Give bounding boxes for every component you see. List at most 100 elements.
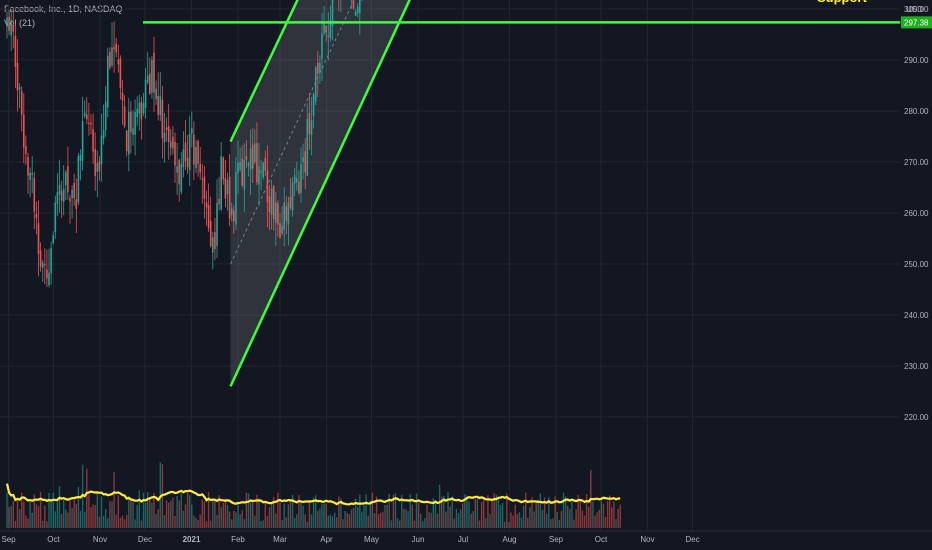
candle-body <box>155 88 157 100</box>
volume-bar <box>583 515 586 528</box>
volume-bar <box>25 515 27 528</box>
volume-bar <box>365 494 367 528</box>
time-tick-label: Oct <box>595 535 608 544</box>
volume-bar <box>317 510 319 528</box>
volume-bar <box>438 484 441 528</box>
support-label: Support <box>817 0 867 5</box>
volume-bar <box>501 502 504 528</box>
volume-bar <box>149 498 151 528</box>
price-tick-label: 290.00 <box>904 56 929 65</box>
volume-bar <box>388 493 390 528</box>
volume-bar <box>170 500 172 528</box>
volume-bar <box>550 519 552 528</box>
volume-bar <box>560 511 563 528</box>
volume-bar <box>71 508 73 528</box>
candle-body <box>8 16 10 31</box>
support-badge-lower: 297.38 <box>904 18 929 27</box>
volume-bar <box>98 516 101 528</box>
candle-body <box>151 60 153 93</box>
volume-bar <box>8 507 10 528</box>
candle-body <box>98 161 101 172</box>
candle-body <box>157 95 159 115</box>
volume-bar <box>520 517 523 528</box>
volume-bar <box>329 514 332 528</box>
candle-body <box>222 157 225 180</box>
volume-bar <box>361 511 363 528</box>
candle-body <box>102 129 105 139</box>
time-tick-label: Apr <box>320 535 333 544</box>
volume-bar <box>535 502 537 528</box>
candle-body <box>184 142 187 161</box>
volume-bar <box>352 507 355 528</box>
candle-body <box>134 112 136 135</box>
candle-body <box>172 136 174 149</box>
volume-bar <box>249 502 252 528</box>
time-tick-label: Sep <box>1 535 16 544</box>
volume-bar <box>199 514 201 528</box>
volume-bar <box>367 515 369 528</box>
volume-bar <box>180 493 182 528</box>
volume-bar <box>176 495 178 528</box>
candle-body <box>115 43 117 53</box>
volume-bar <box>434 499 437 528</box>
candle-body <box>354 11 357 16</box>
volume-bar <box>157 509 159 528</box>
volume-bar <box>348 514 350 528</box>
candle-body <box>100 135 103 165</box>
volume-bar <box>527 517 529 528</box>
volume-bar <box>304 514 306 528</box>
volume-bar <box>191 504 193 528</box>
volume-bar <box>462 503 464 528</box>
candle-body <box>186 158 189 168</box>
candle-body <box>197 141 199 164</box>
time-tick-label: Dec <box>685 535 699 544</box>
candle-body <box>10 19 12 36</box>
volume-bar <box>422 521 424 528</box>
candle-body <box>138 102 141 114</box>
volume-bar <box>279 502 281 528</box>
candle-body <box>16 63 19 91</box>
candle-body <box>212 237 214 253</box>
candle-body <box>14 35 17 67</box>
grid-lines <box>0 0 900 530</box>
volume-bar <box>90 507 92 528</box>
candle-body <box>71 189 73 199</box>
candle-body <box>146 75 149 83</box>
volume-bar <box>321 504 323 528</box>
candle-body <box>163 132 166 143</box>
candle-body <box>119 58 122 89</box>
volume-bar <box>514 504 516 528</box>
candle-body <box>233 210 235 222</box>
time-axis[interactable]: Sep Oct Nov Dec 2021 Feb Mar Apr May Jun Jul Aug Sep… <box>0 530 932 544</box>
candle-body <box>73 183 75 199</box>
volume-bar <box>470 513 472 528</box>
time-tick-label: Feb <box>231 535 245 544</box>
volume-bar <box>510 512 512 528</box>
volume-bar <box>611 507 613 528</box>
volume-bar <box>151 502 153 528</box>
volume-bar <box>615 518 617 528</box>
candle-body <box>46 269 48 279</box>
price-tick-label: 250.00 <box>904 260 929 269</box>
volume-bar <box>27 518 29 528</box>
candle-body <box>291 182 294 211</box>
candle-body <box>27 156 29 176</box>
candle-body <box>48 272 50 285</box>
volume-bar <box>581 510 584 528</box>
volume-bar <box>134 519 136 528</box>
volume-bar <box>375 496 378 528</box>
volume-ma-path <box>5 483 621 506</box>
volume-bar <box>224 498 227 528</box>
candle-body <box>293 175 296 184</box>
volume-bar <box>598 509 600 528</box>
volume-bar <box>298 495 300 528</box>
volume-bar <box>613 501 615 528</box>
candle-body <box>117 59 120 65</box>
candle-body <box>56 192 59 204</box>
volume-bar <box>123 519 126 528</box>
candle-body <box>25 146 27 154</box>
volume-bar <box>432 498 434 528</box>
volume-bar <box>403 509 405 528</box>
price-axis[interactable]: USD410.00400.00390.00380.00370.00360.003… <box>900 0 932 550</box>
